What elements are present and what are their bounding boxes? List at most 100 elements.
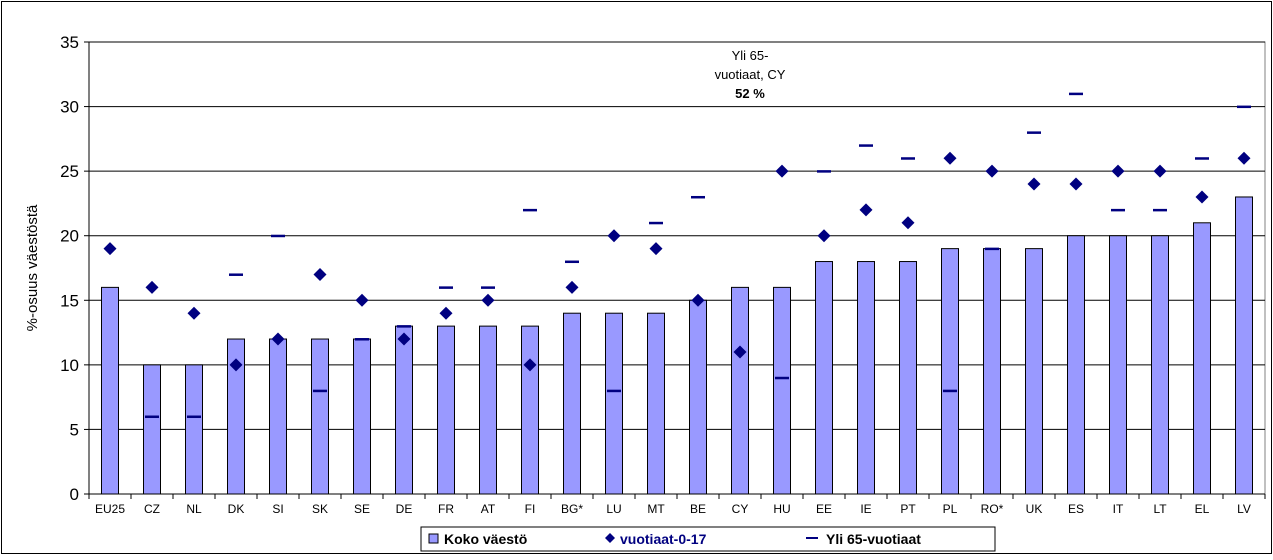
diamond-marker [1069,177,1083,191]
bar [269,338,287,495]
y-tick-label: 10 [60,356,79,375]
x-tick-label: CY [732,502,749,516]
diamond-marker [145,280,159,294]
x-tick-label: CZ [144,502,160,516]
x-tick-label: BG* [561,502,583,516]
y-tick-label: 15 [60,291,79,310]
x-tick-label: DE [396,502,413,516]
diamond-marker [439,306,453,320]
bar-layer [101,196,1253,495]
diamond-marker [481,293,495,307]
x-tick-label: ES [1068,502,1084,516]
x-tick-label: LV [1237,502,1251,516]
x-tick-label: MT [647,502,665,516]
bar [311,338,329,495]
diamond-marker [1027,177,1041,191]
legend-label-yli-65: Yli 65-vuotiaat [826,531,921,547]
dash-marker [355,338,369,341]
x-tick-label: IT [1113,502,1124,516]
dash-marker [397,325,411,328]
plot-area [88,41,1266,495]
x-tick-label: SE [354,502,370,516]
bar [1025,248,1043,495]
diamond-marker [775,164,789,178]
dash-marker [691,195,705,199]
dash-marker [481,286,495,289]
diamond-marker [859,203,873,217]
cy-annotation: Yli 65- vuotiaat, CY 52 % [715,48,786,101]
y-tick-label: 35 [60,33,79,52]
dash-marker [943,389,957,393]
bar [1067,235,1085,495]
dash-marker [229,273,243,276]
x-tick-label: SI [272,502,283,516]
dash-marker [1111,208,1125,212]
legend: Koko väestö vuotiaat-0-17 Yli 65-vuotiaa… [420,526,996,552]
x-tick-label: LU [606,502,621,516]
diamond-marker [523,358,537,372]
bar [773,286,791,495]
bar [815,261,833,495]
dash-marker [1153,208,1167,212]
bar [143,364,161,495]
bar [647,312,665,495]
diamond-marker [1195,190,1209,204]
dash-marker [271,234,285,238]
diamond-marker [1153,164,1167,178]
legend-label-vuotiaat-0-17: vuotiaat-0-17 [620,531,707,547]
bar [1151,235,1169,495]
dash-marker [1027,131,1041,134]
legend-swatch-vuotiaat-0-17 [605,533,615,543]
bar [1193,222,1211,495]
dash-marker [775,376,789,380]
marker-layer [103,92,1251,419]
bar [689,299,707,495]
bar [521,325,539,495]
x-tick-label: HU [773,502,790,516]
bar [437,325,455,495]
diamond-marker [229,358,243,372]
legend-swatch-koko-vaesto [428,533,439,544]
diamond-marker [733,345,747,359]
x-tick-label: FI [525,502,536,516]
dash-marker [313,389,327,393]
y-tick-label: 25 [60,162,79,181]
dash-marker [187,415,201,419]
dash-marker [145,415,159,419]
dash-marker [859,144,873,147]
x-tick-label: UK [1026,502,1043,516]
diamond-marker [649,242,663,256]
bar [353,338,371,495]
y-tick-label: 20 [60,227,79,246]
x-tick-label: SK [312,502,328,516]
diamond-marker [943,151,957,165]
dash-marker [1069,92,1083,96]
annotation-line-1: Yli 65- [732,48,769,63]
annotation-value: 52 % [735,86,765,101]
x-tick-label: PL [943,502,958,516]
x-tick-label: FR [438,502,454,516]
bar [983,248,1001,495]
x-tick-label: EL [1195,502,1210,516]
dash-marker [1195,157,1209,160]
bar [1109,235,1127,495]
dash-marker [439,286,453,289]
legend-label-koko-vaesto: Koko väestö [444,531,527,547]
dash-marker [817,170,831,173]
diamond-marker [817,229,831,243]
diamond-marker [103,242,117,256]
x-tick-label: AT [481,502,496,516]
bar [395,325,413,495]
diamond-marker [187,306,201,320]
dash-marker [649,221,663,225]
bar [563,312,581,495]
y-tick-label: 5 [70,420,79,439]
diamond-marker [985,164,999,178]
diamond-marker [397,332,411,346]
legend-swatch-yli-65 [806,537,818,539]
bar [479,325,497,495]
legend-box [420,526,996,552]
diamond-marker [565,280,579,294]
x-tick-label: LT [1153,502,1167,516]
